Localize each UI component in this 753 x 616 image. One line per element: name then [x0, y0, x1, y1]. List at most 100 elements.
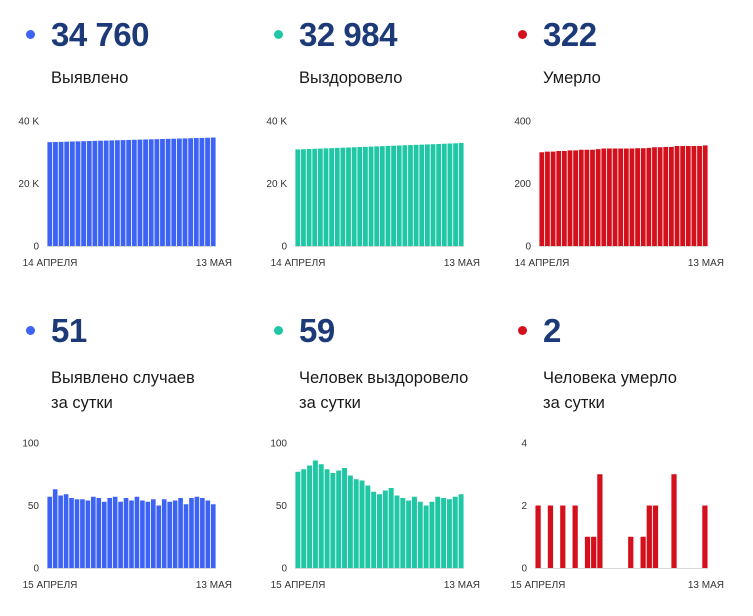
bar: [318, 464, 324, 568]
bar: [394, 495, 400, 568]
bar: [194, 496, 200, 568]
stat-label-line: Выявлено случаев: [51, 369, 195, 387]
bar: [96, 498, 102, 568]
bar: [629, 148, 635, 246]
bar: [441, 143, 447, 246]
bar: [429, 501, 435, 568]
series-dot-icon: [274, 30, 283, 39]
stat-label-line: за сутки: [543, 394, 605, 412]
bar: [646, 147, 652, 247]
bar: [53, 141, 58, 246]
stat-label-line: за сутки: [299, 394, 361, 412]
bar: [183, 504, 189, 568]
bar: [81, 141, 87, 246]
bar: [359, 480, 365, 568]
stat-label-line: Человека умерло: [543, 369, 677, 387]
y-tick-label: 0: [33, 564, 39, 575]
stat-panel-5: 59 Человек выздоровело за сутки 0 50 100 15 АП…: [248, 298, 488, 598]
bar: [115, 140, 120, 246]
stat-label-line: Выздоровело: [299, 69, 403, 87]
bar: [595, 149, 601, 247]
y-tick-label: 50: [276, 501, 288, 512]
bar: [436, 143, 442, 246]
bar: [424, 144, 430, 246]
bar: [47, 496, 53, 568]
y-tick-label: 0: [521, 564, 527, 575]
bar-chart: 0 20 K 40 K 14 АПРЕЛЯ 13 МАЯ: [18, 117, 232, 270]
bar: [458, 142, 464, 246]
bar: [446, 499, 452, 568]
bar: [413, 144, 419, 246]
bar: [295, 149, 301, 246]
y-tick-label: 0: [281, 242, 287, 253]
x-start-label: 15 АПРЕЛЯ: [23, 580, 78, 591]
bar: [63, 494, 69, 568]
bar: [145, 501, 151, 568]
bar-chart: 0 50 100 15 АПРЕЛЯ 13 МАЯ: [22, 439, 232, 592]
bar: [423, 505, 429, 568]
bar: [200, 498, 205, 568]
bar: [671, 474, 677, 568]
bar: [646, 505, 652, 568]
bar: [419, 144, 425, 247]
bar: [80, 499, 85, 568]
bar: [458, 494, 464, 568]
stat-value: 59: [299, 312, 335, 349]
bar: [346, 147, 351, 246]
x-start-label: 14 АПРЕЛЯ: [23, 258, 78, 269]
bar: [560, 505, 566, 568]
series-dot-icon: [518, 326, 527, 335]
bar: [172, 500, 178, 568]
bar: [52, 489, 58, 568]
x-start-label: 15 АПРЕЛЯ: [511, 580, 566, 591]
bar: [129, 500, 134, 568]
bar: [167, 501, 172, 568]
bar: [140, 500, 145, 568]
bar: [561, 151, 567, 246]
x-end-label: 13 МАЯ: [688, 580, 724, 591]
bar: [396, 145, 402, 246]
bar: [365, 485, 371, 568]
bar: [64, 141, 70, 246]
bar: [447, 143, 453, 246]
y-tick-label: 40 K: [18, 117, 39, 128]
bar: [312, 148, 318, 246]
bar: [657, 147, 663, 246]
bar: [123, 498, 129, 568]
y-tick-label: 40 K: [266, 117, 287, 128]
bar: [556, 151, 562, 246]
bar: [58, 141, 64, 246]
bar: [98, 140, 103, 246]
y-tick-label: 0: [33, 242, 39, 253]
y-tick-label: 400: [514, 117, 531, 128]
stat-label-line: Умерло: [543, 69, 601, 87]
bar: [400, 498, 406, 568]
bar: [572, 505, 578, 568]
bar: [584, 149, 590, 246]
bar: [435, 496, 441, 568]
stat-value: 2: [543, 312, 561, 349]
bar: [685, 146, 691, 246]
bar: [120, 140, 126, 246]
bar: [342, 468, 348, 568]
bar: [143, 139, 148, 246]
bar: [382, 490, 388, 568]
series-dot-icon: [26, 30, 35, 39]
bar: [377, 494, 382, 568]
bar: [103, 140, 109, 246]
bar: [408, 145, 413, 246]
bar: [680, 146, 686, 246]
bar: [69, 141, 75, 246]
bar: [607, 148, 612, 246]
bar: [199, 137, 205, 246]
bar: [417, 501, 423, 568]
x-start-label: 14 АПРЕЛЯ: [271, 258, 326, 269]
bar: [86, 141, 92, 246]
bar: [118, 501, 123, 568]
bar: [411, 496, 417, 568]
stat-value: 51: [51, 312, 87, 349]
bar: [171, 138, 177, 246]
x-end-label: 13 МАЯ: [196, 580, 232, 591]
y-tick-label: 20 K: [266, 179, 287, 190]
x-start-label: 15 АПРЕЛЯ: [271, 580, 326, 591]
